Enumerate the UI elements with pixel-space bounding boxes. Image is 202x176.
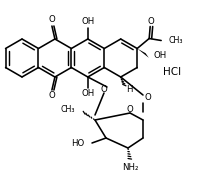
Text: OH: OH (81, 17, 95, 27)
Text: O: O (48, 15, 55, 24)
Text: O: O (48, 92, 55, 100)
Text: CH₃: CH₃ (168, 36, 183, 45)
Text: O: O (145, 93, 151, 102)
Text: O: O (127, 105, 133, 114)
Text: O: O (101, 86, 107, 95)
Text: OH: OH (81, 90, 95, 99)
Polygon shape (137, 49, 149, 58)
Text: HO: HO (71, 140, 84, 149)
Text: NH₂: NH₂ (122, 162, 138, 171)
Text: HCl: HCl (163, 67, 181, 77)
Text: OH: OH (153, 51, 166, 60)
Text: O: O (148, 17, 155, 26)
Text: H: H (126, 84, 132, 93)
Text: CH₃: CH₃ (61, 105, 75, 115)
